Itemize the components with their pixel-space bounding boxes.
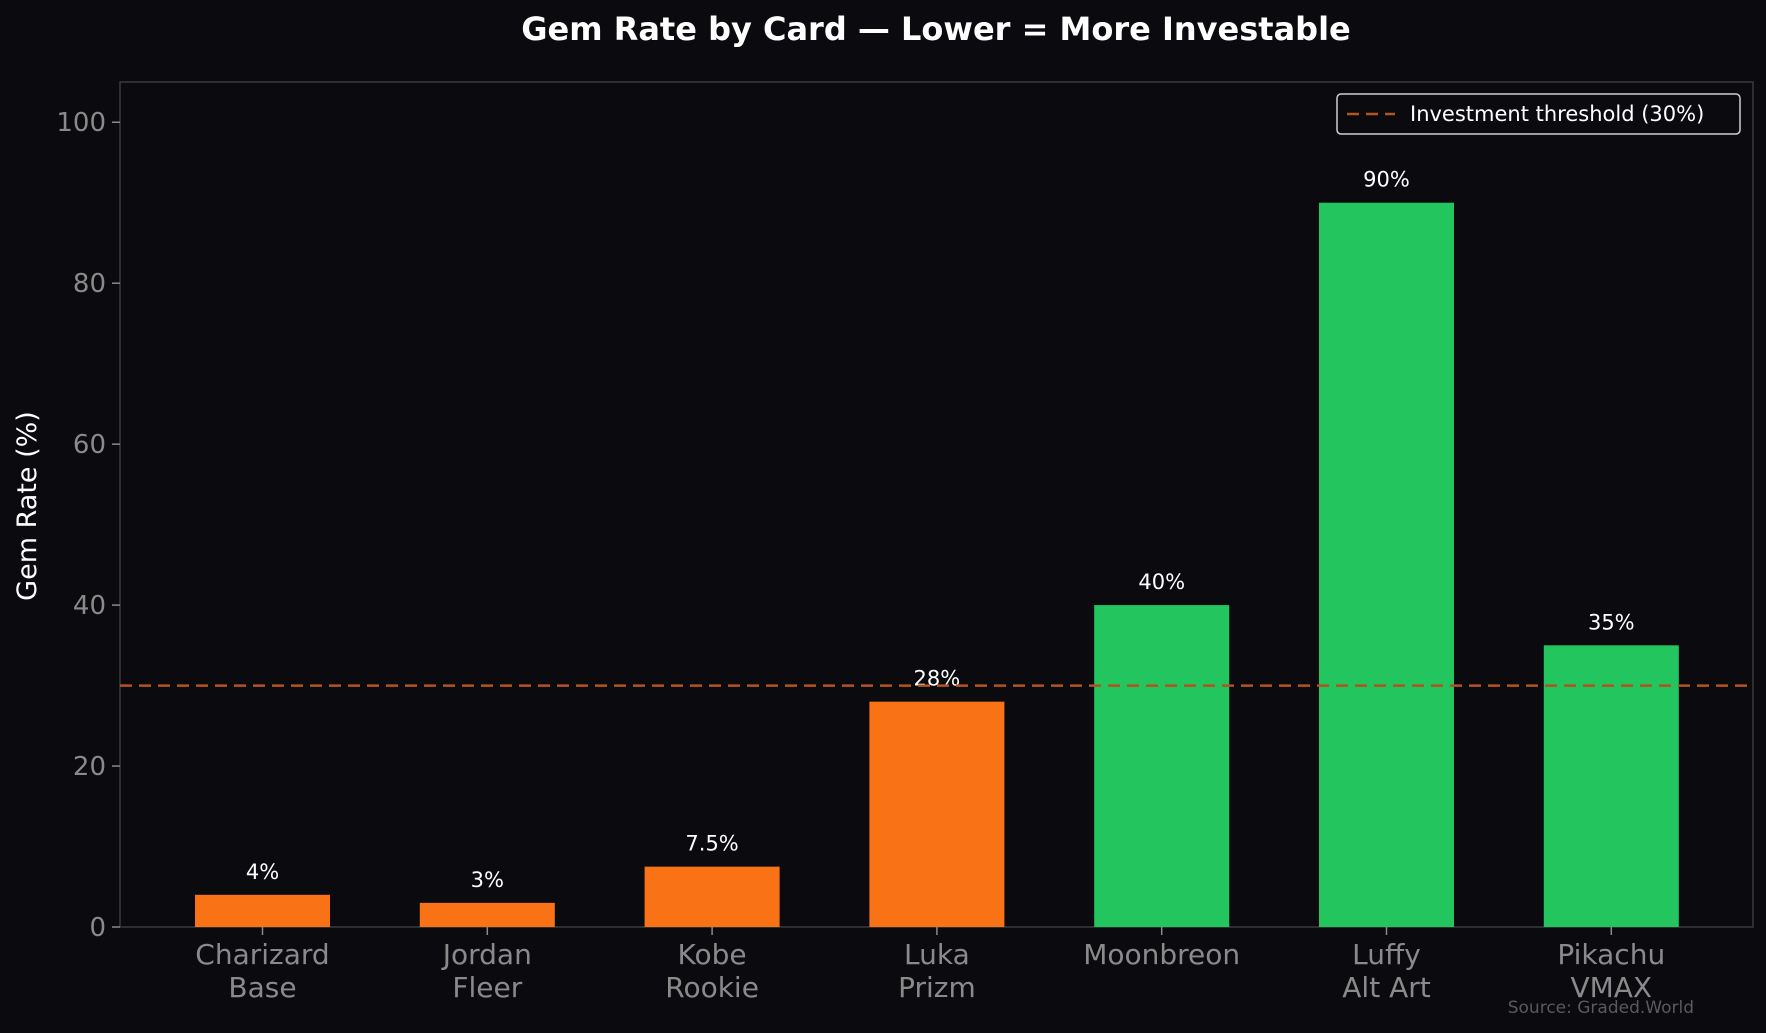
chart-title: Gem Rate by Card — Lower = More Investab… — [521, 10, 1351, 48]
bar — [1319, 202, 1454, 927]
legend: Investment threshold (30%) — [1336, 93, 1741, 135]
x-tick-label: Moonbreon — [1083, 938, 1240, 971]
data-label: 4% — [246, 860, 279, 884]
legend-threshold-label: Investment threshold (30%) — [1410, 102, 1704, 126]
bar — [644, 866, 780, 927]
data-label: 90% — [1363, 168, 1410, 192]
x-tick-label: Alt Art — [1342, 971, 1430, 1004]
source-note: Source: Graded.World — [1508, 998, 1694, 1018]
x-tick-label: Base — [228, 971, 296, 1004]
data-labels: 4% 3% 7.5% 28% 40% 90% 35% — [246, 168, 1635, 892]
data-label: 40% — [1138, 570, 1185, 594]
bar — [1094, 605, 1230, 927]
data-label: 7.5% — [685, 832, 738, 856]
data-label: 3% — [471, 868, 504, 892]
y-tick-label: 40 — [73, 591, 106, 621]
data-label: 35% — [1588, 610, 1635, 634]
y-tick-label: 0 — [89, 913, 106, 943]
x-tick-label: Rookie — [665, 971, 759, 1004]
bars — [195, 202, 1679, 927]
x-tick-label: Jordan — [441, 938, 532, 971]
x-tick-label: Luffy — [1352, 938, 1421, 971]
y-tick-label: 80 — [73, 269, 106, 299]
x-tick-label: Fleer — [452, 971, 522, 1004]
bar — [869, 701, 1005, 927]
legend-box — [1336, 93, 1741, 135]
data-label: 28% — [914, 667, 961, 691]
x-tick-label: Kobe — [678, 938, 747, 971]
y-axis-ticks: 0 20 40 60 80 100 — [56, 108, 120, 943]
y-tick-label: 100 — [56, 108, 106, 138]
x-tick-label: Prizm — [898, 971, 976, 1004]
y-tick-label: 20 — [73, 752, 106, 782]
bar — [1543, 645, 1679, 927]
x-tick-label: Pikachu — [1557, 938, 1665, 971]
x-tick-label: Charizard — [195, 938, 329, 971]
y-tick-label: 60 — [73, 430, 106, 460]
bar — [419, 902, 555, 927]
x-tick-label: VMAX — [1570, 971, 1652, 1004]
x-tick-label: Luka — [904, 938, 970, 971]
y-axis-label: Gem Rate (%) — [12, 411, 43, 601]
bar — [195, 894, 330, 927]
